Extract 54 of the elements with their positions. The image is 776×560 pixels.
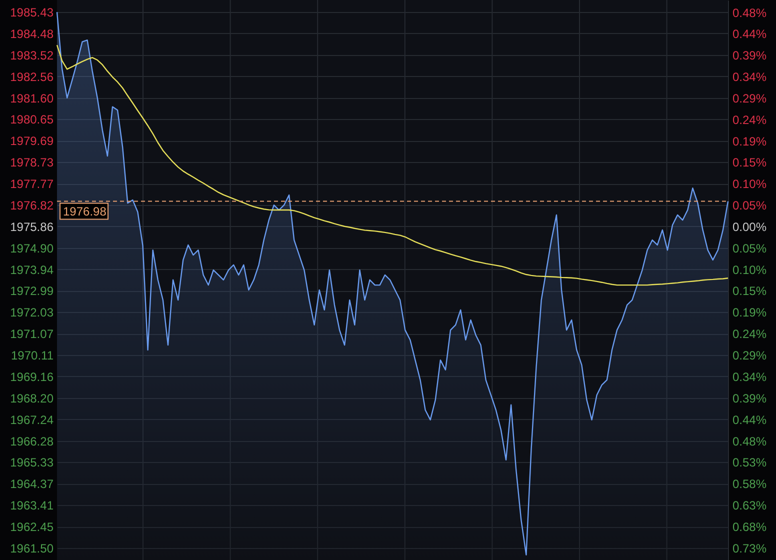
y-tick-label: 1979.69 [10, 134, 54, 148]
y-tick-label: 1973.94 [10, 262, 54, 277]
y-tick-label: 1969.16 [10, 370, 54, 384]
y2-tick-label: 0.44% [732, 26, 767, 41]
annotation: 1976.98 [63, 204, 107, 218]
y2-tick-label: 0.48% [732, 6, 767, 20]
y2-tick-label: 0.39% [732, 48, 767, 62]
y2-tick-label: 0.29% [732, 91, 767, 106]
y-tick-label: 1964.37 [10, 477, 54, 492]
y2-tick-label: 0.15% [732, 284, 767, 298]
y2-tick-label: 0.29% [732, 348, 767, 363]
y2-tick-label: 0.39% [732, 391, 767, 406]
y-tick-label: 1967.24 [10, 412, 54, 427]
y-tick-label: 1971.07 [10, 327, 54, 342]
y2-tick-label: 0.10% [732, 262, 767, 277]
y-tick-label: 1963.41 [10, 498, 54, 513]
y-tick-label: 1976.82 [10, 198, 54, 212]
y2-tick-label: 0.15% [732, 156, 767, 170]
y2-tick-label: 0.00% [732, 220, 767, 234]
y2-tick-label: 0.58% [732, 477, 767, 492]
y-tick-label: 1978.73 [10, 156, 54, 170]
y-tick-label: 1962.45 [10, 520, 54, 534]
y-tick-label: 1961.50 [10, 541, 54, 556]
y2-tick-label: 0.48% [732, 434, 767, 448]
y-tick-label: 1977.77 [10, 177, 54, 192]
y2-tick-label: 0.05% [732, 198, 767, 212]
y2-tick-label: 0.05% [732, 241, 767, 256]
y-tick-label: 1982.56 [10, 70, 54, 84]
y-tick-label: 1970.11 [11, 348, 54, 363]
y2-tick-label: 0.63% [732, 498, 767, 513]
y-tick-label: 1980.65 [10, 112, 54, 127]
y-tick-label: 1981.60 [10, 91, 54, 106]
y-tick-label: 1984.48 [10, 26, 54, 41]
y-tick-label: 1985.43 [10, 6, 54, 20]
y2-tick-label: 0.19% [732, 306, 767, 320]
y2-tick-label: 0.24% [732, 112, 767, 127]
y-tick-label: 1972.99 [10, 284, 54, 298]
y2-tick-label: 0.68% [732, 520, 767, 534]
y2-tick-label: 0.19% [732, 134, 767, 148]
line-series [56, 44, 729, 286]
y2-tick-label: 0.24% [732, 327, 767, 342]
y2-tick-label: 0.44% [732, 412, 767, 427]
y-tick-label: 1975.86 [10, 220, 54, 234]
y-tick-label: 1972.03 [10, 306, 54, 320]
y2-tick-label: 0.10% [732, 177, 767, 192]
y-tick-label: 1974.90 [10, 241, 54, 256]
y2-tick-label: 0.34% [732, 70, 767, 84]
y-tick-label: 1968.20 [10, 391, 54, 406]
y-tick-label: 1966.28 [10, 434, 54, 448]
y2-tick-label: 0.34% [732, 370, 767, 384]
y2-tick-label: 0.53% [732, 456, 767, 470]
y-tick-label: 1965.33 [10, 456, 54, 470]
y-tick-label: 1983.52 [10, 48, 54, 62]
y2-tick-label: 0.73% [732, 541, 767, 556]
